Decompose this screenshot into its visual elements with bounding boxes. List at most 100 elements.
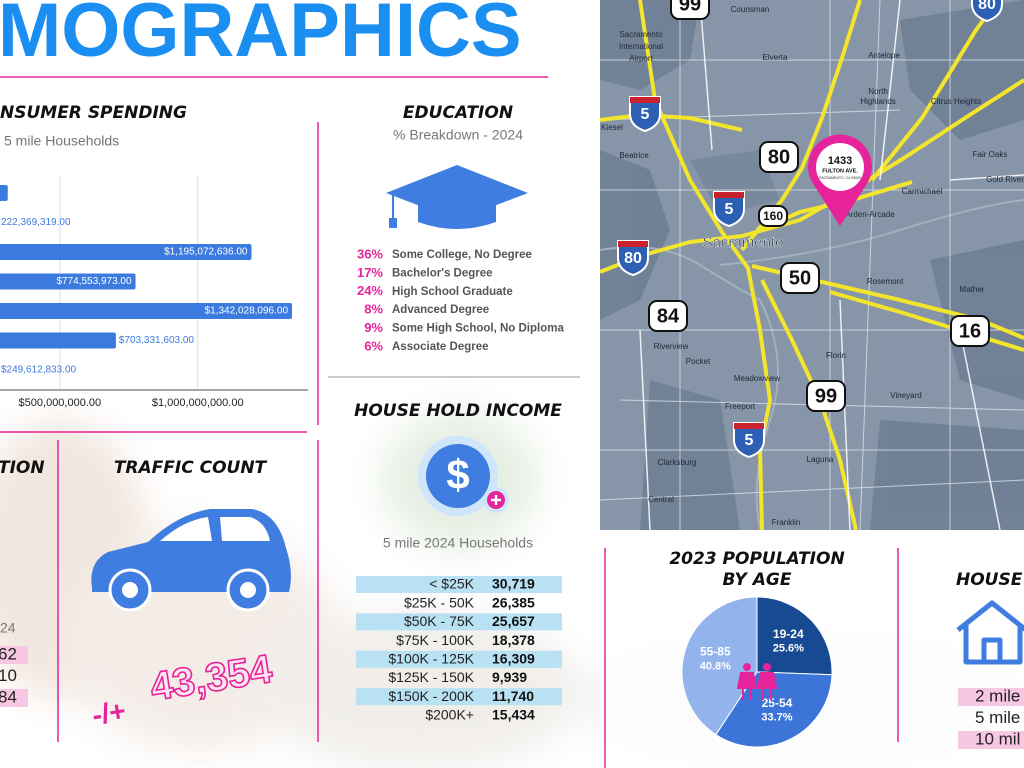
shield-top [714,192,744,198]
income-count: 26,385 [492,594,535,610]
interstate-shield [733,422,765,459]
marker-number: 1433 [828,155,852,167]
row-band [356,650,562,668]
place-label: Pocket [686,357,711,366]
place-label: Franklin [772,518,800,527]
place-label: Rosemont [867,277,904,286]
marker-street: FULTON AVE. [822,168,858,174]
section-subtitle: 24 [0,620,16,636]
place-label: Clarksburg [658,458,697,467]
interstate-shield [629,96,661,133]
place-label: Antelope [868,51,900,60]
section-subtitle: 5 mile 2024 Households [383,535,533,551]
shield-top [618,241,648,247]
income-count: 18,378 [492,632,535,648]
x-tick-label: $1,000,000,000.00 [152,397,244,409]
row-label: 10 mil [975,729,1020,748]
row-band [958,731,1024,749]
interstate-shield [971,0,1003,23]
bar-label: $774,553,973.00 [56,276,132,287]
route-shield [758,205,788,227]
place-label: Counsman [731,5,770,14]
pin-center [816,143,864,191]
shield-number: 80 [768,146,790,168]
row-band [356,613,562,631]
pie-slice [681,596,758,736]
row-band [0,689,28,707]
place-label: Carmichael [902,187,943,196]
edu-percent: 6% [364,338,383,353]
edu-label: Some High School, No Diploma [392,323,564,335]
shield-number: 99 [679,0,701,15]
edu-percent: 36% [357,246,383,261]
bar [0,244,252,260]
edu-percent: 24% [357,283,383,298]
section-title: TRAFFIC COUNT [114,458,268,478]
place-label: Highlands [860,97,896,106]
place-label: Laguna [807,455,834,464]
shield-number: 5 [641,106,650,123]
place-label: Citrus Heights [931,97,981,106]
place-label: Mather [960,285,985,294]
shield-top [734,423,764,429]
traffic-prefix: -/+ [90,695,128,731]
section-subtitle: 5 mile Households [4,133,119,149]
income-count: 30,719 [492,576,535,592]
icon-symbol: $ [446,451,469,498]
shield-top [630,97,660,103]
section-title: TION [0,458,45,478]
place-label: Riverview [654,342,689,351]
income-count: 15,434 [492,707,535,723]
place-label: Central [648,495,674,504]
row-band [356,576,562,593]
pie-slice [756,596,833,676]
row-label: 2 mile [975,686,1020,705]
slice-label: 40.8% [700,660,731,672]
people-icon [736,663,778,700]
route-shield [780,262,820,294]
slice-category: 55-85 [700,645,731,659]
marker-city: SACRAMENTO, CA 95825 [819,176,861,180]
place-label: Vineyard [890,391,921,400]
bar-label: $1,342,028,096.00 [205,306,289,317]
bar [0,273,136,290]
place-label: Freeport [725,402,756,411]
slice-label: 33.7% [761,712,792,724]
shield-number: 99 [815,385,837,407]
graduation-cap-icon [386,165,528,229]
income-range: $25K - 50K [404,594,475,610]
bar-label: $1,195,072,636.00 [164,247,248,258]
income-count: 16,309 [492,651,535,667]
place-label: Meadowview [734,374,780,383]
edu-label: High School Graduate [392,286,513,298]
section-title: EDUCATION [403,103,513,123]
city-label: Sacramento [703,234,784,251]
income-range: $100K - 125K [388,651,474,667]
place-label: Gold River [986,175,1024,184]
shield-number: 5 [725,201,734,218]
bar [0,303,293,319]
income-count: 11,740 [492,688,534,704]
income-count: 9,939 [492,669,527,685]
row-band [958,688,1024,706]
row-value: 62 [0,644,17,663]
interstate-shield [713,191,745,228]
route-shield [759,141,799,173]
income-range: $150K - 200K [388,688,474,704]
row-label: 5 mile [975,708,1020,727]
place-label: Airport [629,54,653,63]
route-shield [950,315,990,347]
route-shield [648,300,688,332]
income-range: $125K - 150K [388,669,474,685]
shield-number: 50 [789,267,811,289]
place-label: North [868,87,888,96]
section-subtitle: % Breakdown - 2024 [393,127,523,143]
shield-number: 16 [959,320,981,342]
x-tick-label: $500,000,000.00 [19,397,102,409]
chart-title: 2023 POPULATION [669,549,844,569]
income-range: $200K+ [425,707,474,723]
slice-category: 19-24 [773,627,804,641]
edu-percent: 8% [364,302,383,317]
section-title: HOUSE HOLD INCOME [354,401,562,421]
